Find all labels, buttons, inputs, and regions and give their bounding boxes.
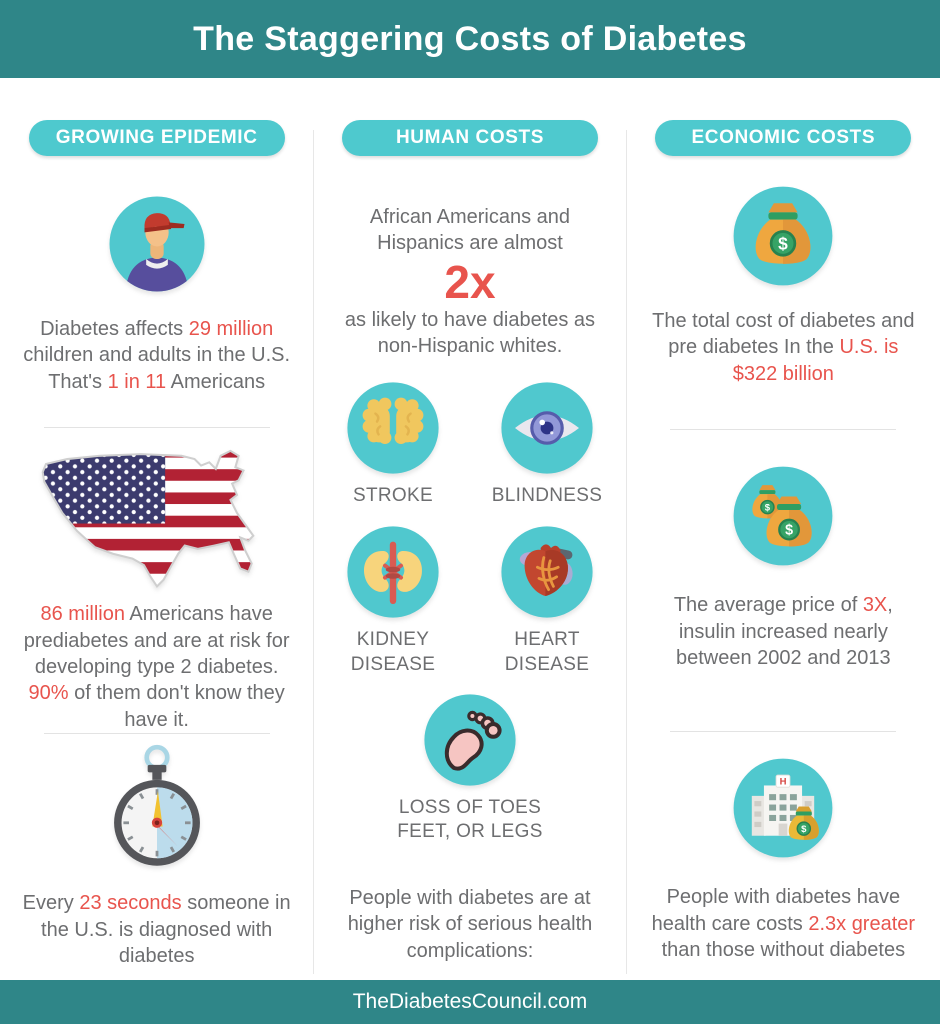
divider <box>43 733 270 735</box>
column-economic-costs: ECONOMIC COSTS The total cost of diabete… <box>626 120 940 980</box>
money-bags-icon <box>731 464 835 568</box>
complication-label-heart-disease: HEART DISEASE <box>504 629 590 675</box>
stopwatch-icon <box>101 744 213 868</box>
badge-growing-epidemic: GROWING EPIDEMIC <box>28 120 285 156</box>
stat-prediabetes: 86 million Americans have prediabetes an… <box>23 603 290 731</box>
divider <box>43 427 270 429</box>
complication-item: HEART DISEASE <box>487 524 607 677</box>
brain-icon <box>345 380 441 476</box>
complication-item: KIDNEY DISEASE <box>333 524 453 677</box>
column-growing-epidemic: GROWING EPIDEMIC Diabetes <box>0 120 313 980</box>
foot-icon <box>422 692 518 788</box>
footer-banner: TheDiabetesCouncil.com <box>0 980 940 1024</box>
complication-item: LOSS OF TOES FEET, OR LEGS <box>390 692 550 845</box>
column-human-costs: HUMAN COSTS African Americans and Hispan… <box>312 120 626 980</box>
footer-site: TheDiabetesCouncil.com <box>352 990 588 1013</box>
divider <box>670 429 897 431</box>
complication-label-kidney-disease: KIDNEY DISEASE <box>350 629 436 675</box>
person-icon <box>107 194 207 294</box>
multiplier-2x: 2x <box>444 255 496 308</box>
complication-label-amputation: LOSS OF TOES FEET, OR LEGS <box>397 796 543 843</box>
usa-flag-map-icon <box>34 446 280 597</box>
stat-total-cost: The total cost of diabetes and pre diabe… <box>652 310 915 385</box>
stat-diagnosis-rate: Every 23 seconds someone in the U.S. is … <box>22 892 291 967</box>
text-complications-intro: People with diabetes are at higher risk … <box>347 887 593 962</box>
money-bag-icon <box>731 184 835 288</box>
complications-row-1: STROKE BLINDNESS <box>333 380 607 509</box>
heart-icon <box>499 524 595 620</box>
complication-item: BLINDNESS <box>487 380 607 509</box>
header-banner: The Staggering Costs of Diabetes <box>0 0 940 78</box>
kidney-icon <box>345 524 441 620</box>
complication-label-blindness: BLINDNESS <box>491 484 603 506</box>
stat-diabetes-prevalence: Diabetes affects 29 million children and… <box>23 318 291 393</box>
hospital-money-icon: H <box>731 756 835 860</box>
badge-economic-costs: ECONOMIC COSTS <box>655 120 912 156</box>
text-ethnic-disparity-2: as likely to have diabetes as non-Hispan… <box>344 308 596 358</box>
divider <box>670 731 897 733</box>
stat-healthcare-costs: People with diabetes have health care co… <box>651 886 916 962</box>
complication-item: STROKE <box>333 380 453 509</box>
page-title: The Staggering Costs of Diabetes <box>193 19 747 58</box>
stat-insulin-price: The average price of 3X, insulin increas… <box>673 594 893 669</box>
svg-text:H: H <box>780 777 787 788</box>
complication-label-stroke: STROKE <box>353 484 433 506</box>
text-ethnic-disparity-1: African Americans and Hispanics are almo… <box>369 206 571 255</box>
complications-row-2: KIDNEY DISEASE <box>333 524 607 677</box>
badge-human-costs: HUMAN COSTS <box>341 120 598 156</box>
content-area: GROWING EPIDEMIC Diabetes <box>0 78 940 980</box>
eye-icon <box>499 380 595 476</box>
